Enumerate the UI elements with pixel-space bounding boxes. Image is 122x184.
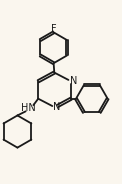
- Text: N: N: [53, 102, 61, 112]
- Text: HN: HN: [21, 103, 36, 113]
- Text: N: N: [70, 76, 77, 86]
- Text: F: F: [51, 24, 56, 34]
